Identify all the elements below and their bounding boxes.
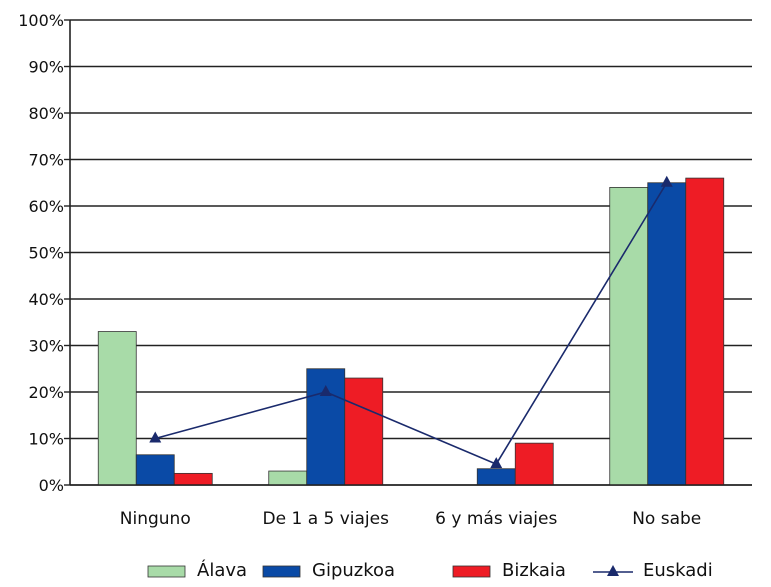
x-category-label: 6 y más viajes — [435, 509, 557, 529]
x-category-label: De 1 a 5 viajes — [263, 509, 390, 529]
euskadi-line — [149, 175, 673, 469]
y-tick-label: 40% — [28, 290, 64, 309]
bar-bizkaia-2 — [514, 442, 554, 486]
legend-swatch-gipuzkoa — [262, 565, 301, 578]
y-tick-label: 50% — [28, 244, 64, 263]
euskadi-point-0 — [149, 431, 162, 443]
legend: Álava Gipuzkoa Bizkaia Euskadi — [147, 559, 713, 581]
legend-label-lava: Álava — [197, 559, 247, 581]
bar-gipuzkoa-0 — [135, 454, 175, 486]
y-tick-label: 80% — [28, 104, 64, 123]
y-tick-label: 90% — [28, 58, 64, 77]
y-tick-label: 60% — [28, 197, 64, 216]
euskadi-point-2 — [490, 457, 503, 469]
x-category-label: No sabe — [632, 509, 701, 529]
bar-bizkaia-1 — [344, 377, 384, 486]
legend-swatch-bizkaia — [452, 565, 491, 578]
bar-lava-1 — [268, 470, 308, 486]
bar-lava-3 — [609, 186, 649, 486]
x-category-label: Ninguno — [120, 509, 191, 529]
bar-gipuzkoa-2 — [476, 468, 516, 486]
y-axis-ticks: 0% 10% 20% 30% 40% 50% 60% 70% 80% 90% 100% — [18, 11, 70, 495]
y-tick-label: 30% — [28, 337, 64, 356]
y-tick-label: 20% — [28, 383, 64, 402]
legend-swatch-lava — [147, 565, 186, 578]
y-tick-label: 100% — [18, 11, 64, 30]
bar-bizkaia-0 — [173, 472, 213, 486]
legend-marker-euskadi — [607, 565, 619, 576]
bar-lava-0 — [97, 331, 137, 486]
y-tick-label: 10% — [28, 430, 64, 449]
euskadi-point-3 — [660, 175, 673, 187]
bar-gipuzkoa-3 — [647, 182, 687, 486]
y-tick-label: 70% — [28, 151, 64, 170]
legend-label-gipuzkoa: Gipuzkoa — [312, 560, 395, 581]
y-tick-label: 0% — [39, 476, 64, 495]
euskadi-point-1 — [319, 385, 332, 396]
legend-label-euskadi: Euskadi — [643, 560, 713, 581]
axes — [69, 20, 752, 486]
gridlines — [70, 19, 752, 486]
bars — [97, 177, 725, 486]
line-euskadi — [155, 182, 668, 466]
x-axis-categories: Ninguno De 1 a 5 viajes 6 y más viajes No s… — [120, 509, 702, 529]
legend-label-bizkaia: Bizkaia — [502, 560, 566, 581]
bar-bizkaia-3 — [685, 177, 725, 486]
